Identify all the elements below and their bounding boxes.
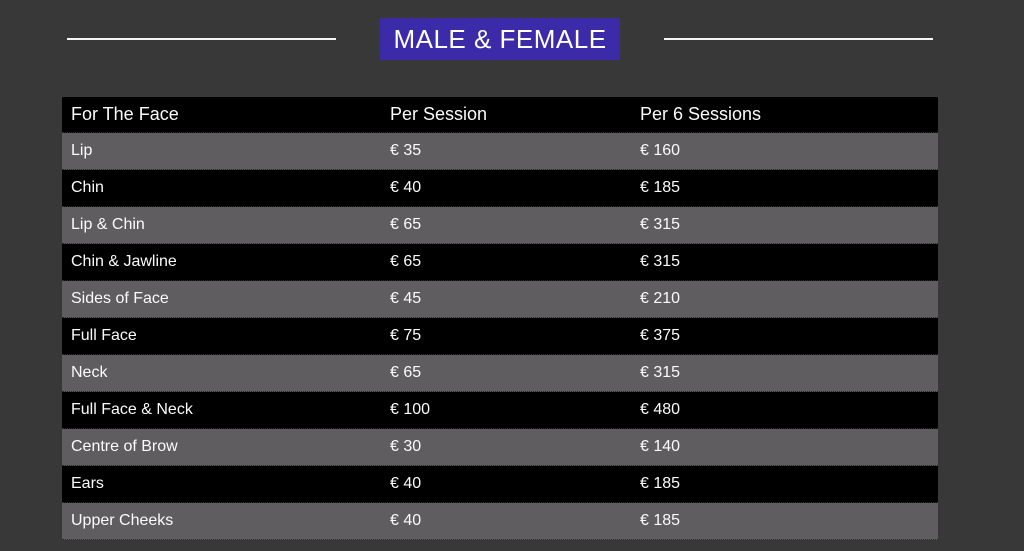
table-row: Sides of Face € 45 € 210 bbox=[62, 281, 938, 318]
per-6-sessions-cell: € 480 bbox=[640, 401, 681, 418]
per-6-sessions-cell: € 185 bbox=[640, 512, 681, 529]
column-header-per-session: Per Session bbox=[390, 104, 488, 124]
per-6-sessions-cell: € 210 bbox=[640, 290, 681, 307]
table-header-row: For The Face Per Session Per 6 Sessions bbox=[62, 97, 938, 133]
left-rule bbox=[67, 38, 337, 40]
table-row: Chin & Jawline € 65 € 315 bbox=[62, 244, 938, 281]
area-cell: Lip & Chin bbox=[71, 216, 145, 233]
column-header-area: For The Face bbox=[71, 104, 179, 124]
per-6-sessions-cell: € 315 bbox=[640, 253, 681, 270]
table-row: Ears € 40 € 185 bbox=[62, 466, 938, 503]
area-cell: Lip bbox=[71, 142, 93, 159]
column-header-per-6-sessions: Per 6 Sessions bbox=[640, 104, 762, 124]
area-cell: Sides of Face bbox=[71, 290, 169, 307]
per-6-sessions-cell: € 375 bbox=[640, 327, 681, 344]
area-cell: Full Face bbox=[71, 327, 137, 344]
per-session-cell: € 65 bbox=[390, 253, 422, 270]
per-6-sessions-cell: € 140 bbox=[640, 438, 681, 455]
per-session-cell: € 100 bbox=[390, 401, 431, 418]
table-row: Neck € 65 € 315 bbox=[62, 355, 938, 392]
per-session-cell: € 35 bbox=[390, 142, 422, 159]
area-cell: Full Face & Neck bbox=[71, 401, 193, 418]
area-cell: Chin & Jawline bbox=[71, 253, 177, 270]
per-session-cell: € 40 bbox=[390, 512, 422, 529]
table-row: Lip € 35 € 160 bbox=[62, 133, 938, 170]
title-band: MALE & FEMALE bbox=[0, 0, 1024, 60]
per-session-cell: € 40 bbox=[390, 475, 422, 492]
per-session-cell: € 40 bbox=[390, 179, 422, 196]
area-cell: Neck bbox=[71, 364, 108, 381]
table-row: Full Face & Neck € 100 € 480 bbox=[62, 392, 938, 429]
per-6-sessions-cell: € 185 bbox=[640, 179, 681, 196]
area-cell: Ears bbox=[71, 475, 104, 492]
table-row: Full Face € 75 € 375 bbox=[62, 318, 938, 355]
per-session-cell: € 65 bbox=[390, 216, 422, 233]
area-cell: Upper Cheeks bbox=[71, 512, 174, 529]
page-title: MALE & FEMALE bbox=[380, 18, 620, 60]
table-row: Chin € 40 € 185 bbox=[62, 170, 938, 207]
per-6-sessions-cell: € 315 bbox=[640, 216, 681, 233]
per-6-sessions-cell: € 315 bbox=[640, 364, 681, 381]
table-row: Lip & Chin € 65 € 315 bbox=[62, 207, 938, 244]
per-session-cell: € 30 bbox=[390, 438, 422, 455]
per-6-sessions-cell: € 185 bbox=[640, 475, 681, 492]
table-row: Centre of Brow € 30 € 140 bbox=[62, 429, 938, 466]
price-table: For The Face Per Session Per 6 Sessions … bbox=[62, 97, 938, 540]
area-cell: Centre of Brow bbox=[71, 438, 178, 455]
per-session-cell: € 65 bbox=[390, 364, 422, 381]
table-row: Upper Cheeks € 40 € 185 bbox=[62, 503, 938, 540]
per-6-sessions-cell: € 160 bbox=[640, 142, 681, 159]
area-cell: Chin bbox=[71, 179, 104, 196]
per-session-cell: € 45 bbox=[390, 290, 422, 307]
right-rule bbox=[663, 38, 933, 40]
per-session-cell: € 75 bbox=[390, 327, 422, 344]
